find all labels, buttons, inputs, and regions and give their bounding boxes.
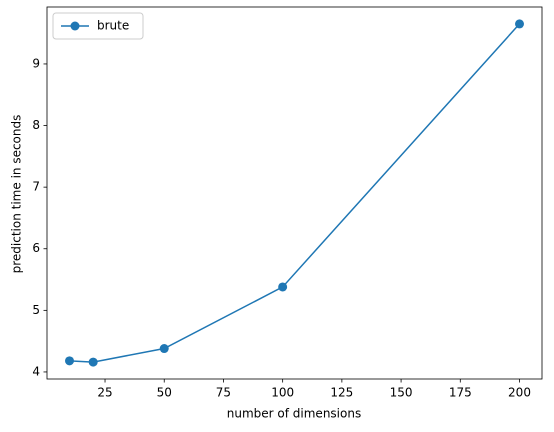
marker xyxy=(65,356,74,366)
x-axis-label: number of dimensions xyxy=(227,407,361,421)
y-axis-label: prediction time in seconds xyxy=(10,115,24,274)
y-tick-label: 6 xyxy=(32,241,40,255)
x-tick-label: 200 xyxy=(508,386,531,400)
y-tick-label: 7 xyxy=(32,180,40,194)
axes-frame xyxy=(46,6,543,380)
x-tick-label: 150 xyxy=(390,386,413,400)
x-tick-label: 125 xyxy=(330,386,353,400)
x-tick-label: 25 xyxy=(97,386,112,400)
y-tick-label: 4 xyxy=(32,364,40,378)
x-tick-label: 175 xyxy=(449,386,472,400)
marker xyxy=(515,19,524,29)
marker xyxy=(159,344,169,354)
legend-label: brute xyxy=(97,19,129,33)
x-tick-label: 100 xyxy=(271,386,294,400)
y-tick-label: 8 xyxy=(32,118,40,132)
line xyxy=(69,23,521,363)
legend-marker xyxy=(70,21,80,31)
x-tick-label: 75 xyxy=(216,386,231,400)
marker xyxy=(88,357,98,367)
legend-box xyxy=(52,12,144,40)
marker xyxy=(278,282,288,292)
y-tick-label: 5 xyxy=(32,303,40,317)
y-tick-label: 9 xyxy=(32,56,40,70)
x-tick-label: 50 xyxy=(157,386,172,400)
